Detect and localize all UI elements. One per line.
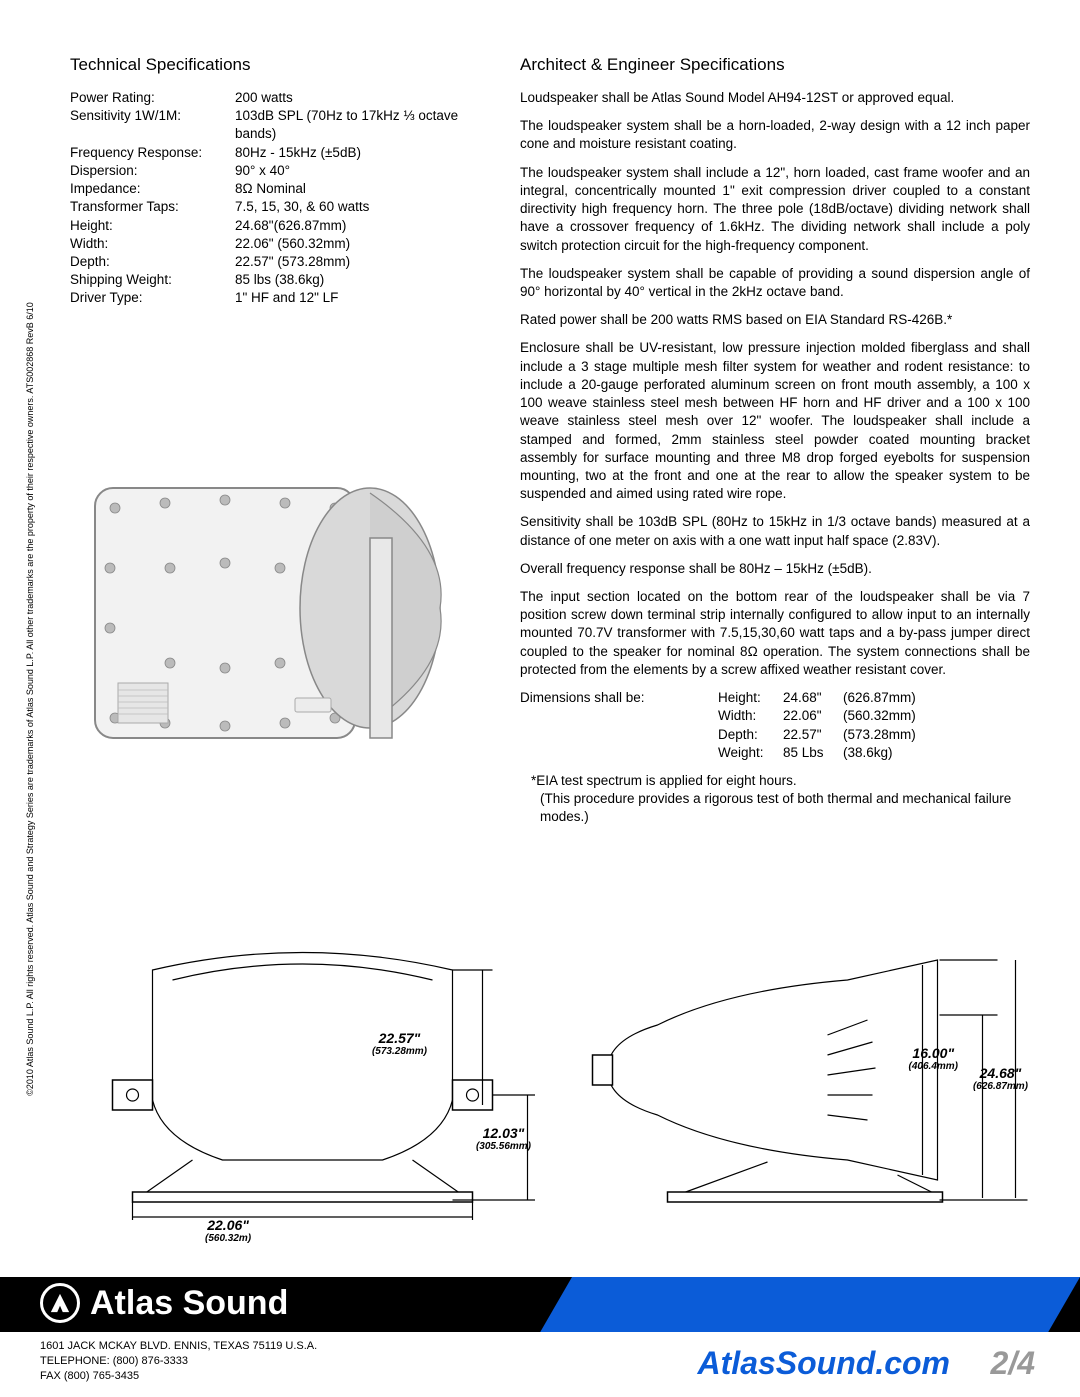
dimension-value-imperial: 24.68" [783,689,843,707]
dim-16-00-mm: (406.4mm) [909,1061,958,1072]
spec-row: Height:24.68"(626.87mm) [70,217,490,235]
dimension-row: Depth:22.57"(573.28mm) [520,726,1030,744]
spec-label: Sensitivity 1W/1M: [70,107,235,143]
ae-specs-heading: Architect & Engineer Specifications [520,55,1030,75]
spec-value: 90° x 40° [235,162,490,180]
spec-row: Power Rating:200 watts [70,89,490,107]
footnote-2: (This procedure provides a rigorous test… [520,790,1030,826]
dim-24-68: 24.68" [973,1065,1028,1081]
footer-address: 1601 JACK MCKAY BLVD. ENNIS, TEXAS 75119… [40,1339,317,1384]
spec-label: Transformer Taps: [70,198,235,216]
footer-url: AtlasSound.com [698,1345,950,1382]
dimension-lead [520,726,718,744]
spec-row: Shipping Weight:85 lbs (38.6kg) [70,271,490,289]
spec-value: 7.5, 15, 30, & 60 watts [235,198,490,216]
spec-label: Shipping Weight: [70,271,235,289]
ae-paragraph: The loudspeaker system shall be a horn-l… [520,117,1030,153]
spec-value: 200 watts [235,89,490,107]
dim-12-03-mm: (305.56mm) [476,1141,531,1152]
ae-paragraph: Overall frequency response shall be 80Hz… [520,560,1030,578]
dimensions-block: Dimensions shall be:Height:24.68"(626.87… [520,689,1030,762]
ae-paragraph: The input section located on the bottom … [520,588,1030,679]
drawing-side: 16.00" (406.4mm) 24.68" (626.87mm) [565,940,1030,1220]
dimension-row: Dimensions shall be:Height:24.68"(626.87… [520,689,1030,707]
dim-24-68-mm: (626.87mm) [973,1081,1028,1092]
footer-page-number: 2/4 [991,1345,1035,1382]
spec-row: Frequency Response:80Hz - 15kHz (±5dB) [70,144,490,162]
dim-22-06-mm: (560.32m) [205,1233,251,1244]
product-image [70,448,470,788]
dimension-label: Weight: [718,744,783,762]
footer-band: Atlas Sound [0,1277,1080,1332]
left-column: Technical Specifications Power Rating:20… [70,55,490,827]
dimension-row: Weight:85 Lbs(38.6kg) [520,744,1030,762]
brand-name: Atlas Sound [90,1284,288,1323]
brand-logo-icon [40,1283,80,1323]
dimension-row: Width:22.06"(560.32mm) [520,707,1030,725]
spec-value: 8Ω Nominal [235,180,490,198]
spec-row: Sensitivity 1W/1M:103dB SPL (70Hz to 17k… [70,107,490,143]
spec-label: Depth: [70,253,235,271]
dim-16-00: 16.00" [909,1045,958,1061]
spec-value: 22.57" (573.28mm) [235,253,490,271]
spec-value: 1" HF and 12" LF [235,289,490,307]
spec-row: Driver Type:1" HF and 12" LF [70,289,490,307]
dimension-value-imperial: 85 Lbs [783,744,843,762]
spec-label: Power Rating: [70,89,235,107]
dimension-value-metric: (38.6kg) [843,744,943,762]
footnote-1: *EIA test spectrum is applied for eight … [520,772,1030,790]
spec-row: Width:22.06" (560.32mm) [70,235,490,253]
dim-22-57: 22.57" [372,1030,427,1046]
dimension-lead [520,744,718,762]
copyright-sideways: ©2010 Atlas Sound L.P. All rights reserv… [25,99,35,1299]
spec-label: Dispersion: [70,162,235,180]
spec-value: 24.68"(626.87mm) [235,217,490,235]
ae-paragraph: The loudspeaker system shall be capable … [520,265,1030,301]
spec-row: Transformer Taps:7.5, 15, 30, & 60 watts [70,198,490,216]
ae-paragraph: Enclosure shall be UV-resistant, low pre… [520,339,1030,503]
technical-drawings: 22.57" (573.28mm) 12.03" (305.56mm) 22.0… [70,940,1030,1220]
spec-value: 103dB SPL (70Hz to 17kHz ⅓ octave bands) [235,107,490,143]
spec-label: Impedance: [70,180,235,198]
dimension-lead: Dimensions shall be: [520,689,718,707]
dimension-value-imperial: 22.57" [783,726,843,744]
spec-label: Width: [70,235,235,253]
drawing-front: 22.57" (573.28mm) 12.03" (305.56mm) 22.0… [70,940,535,1220]
dim-12-03: 12.03" [476,1125,531,1141]
spec-row: Impedance:8Ω Nominal [70,180,490,198]
dimension-value-imperial: 22.06" [783,707,843,725]
dimension-label: Depth: [718,726,783,744]
dim-22-57-mm: (573.28mm) [372,1046,427,1057]
ae-paragraph: Loudspeaker shall be Atlas Sound Model A… [520,89,1030,107]
dimension-label: Height: [718,689,783,707]
ae-paragraph: Sensitivity shall be 103dB SPL (80Hz to … [520,513,1030,549]
spec-row: Dispersion:90° x 40° [70,162,490,180]
ae-paragraph: The loudspeaker system shall include a 1… [520,164,1030,255]
footer-addr-1: 1601 JACK MCKAY BLVD. ENNIS, TEXAS 75119… [40,1339,317,1354]
page-footer: Atlas Sound 1601 JACK MCKAY BLVD. ENNIS,… [0,1277,1080,1397]
spec-row: Depth:22.57" (573.28mm) [70,253,490,271]
footer-addr-2: TELEPHONE: (800) 876-3333 [40,1354,317,1369]
spec-value: 22.06" (560.32mm) [235,235,490,253]
spec-value: 85 lbs (38.6kg) [235,271,490,289]
dimension-value-metric: (560.32mm) [843,707,943,725]
dimension-value-metric: (573.28mm) [843,726,943,744]
ae-specs-body: Loudspeaker shall be Atlas Sound Model A… [520,89,1030,679]
dimension-value-metric: (626.87mm) [843,689,943,707]
right-column: Architect & Engineer Specifications Loud… [520,55,1030,827]
dimension-label: Width: [718,707,783,725]
dim-22-06: 22.06" [205,1217,251,1233]
ae-paragraph: Rated power shall be 200 watts RMS based… [520,311,1030,329]
spec-label: Frequency Response: [70,144,235,162]
spec-value: 80Hz - 15kHz (±5dB) [235,144,490,162]
dimension-lead [520,707,718,725]
page-content: Technical Specifications Power Rating:20… [0,0,1080,827]
footer-addr-3: FAX (800) 765-3435 [40,1369,317,1384]
brand: Atlas Sound [40,1283,288,1323]
spec-label: Height: [70,217,235,235]
tech-specs-table: Power Rating:200 wattsSensitivity 1W/1M:… [70,89,490,308]
spec-label: Driver Type: [70,289,235,307]
tech-specs-heading: Technical Specifications [70,55,490,75]
